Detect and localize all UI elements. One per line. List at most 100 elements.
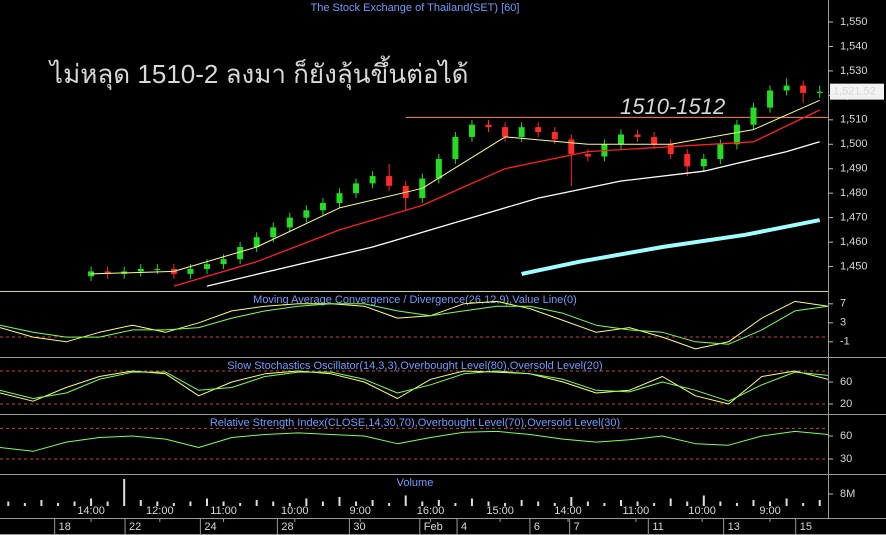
date-tick-label: Feb [424,521,443,533]
volume-bar [388,502,391,506]
series-line [0,430,829,452]
candle-body [502,127,509,137]
x-tick-label: 10:00 [281,505,309,517]
last-price-label: 1,521.52 [833,86,876,98]
y-tick-label: 30 [840,453,852,465]
panel-title: Relative Strength Index(CLOSE,14,30,70),… [210,417,620,429]
candle-body [767,90,774,108]
candle-body [386,176,393,186]
volume-bar [255,499,258,506]
y-tick-label: 1,480 [840,187,868,199]
volume-bar [239,502,242,506]
y-tick-label: 3 [840,317,846,329]
volume-bar [106,501,109,506]
candle-body [518,127,525,137]
y-tick-label: 1,510 [840,114,868,126]
volume-bar [735,502,738,506]
volume-bar [537,501,540,506]
volume-bar [504,502,507,506]
date-tick-label: 18 [59,521,71,533]
candle-body [551,132,558,140]
panel-title: Slow Stochastics Oscillator(14,3,3),Over… [227,360,602,372]
x-tick-label: 11:00 [210,505,237,517]
candle-body [187,268,194,274]
volume-bar [719,501,722,506]
volume-bar [206,498,208,506]
candle-body [319,202,326,211]
candle-body [253,237,260,247]
x-tick-label: 11:00 [623,505,650,517]
candle-body [468,124,475,137]
volume-bar [321,501,324,506]
candle-body [667,144,674,155]
series-line [0,300,829,350]
y-tick-label: 1,540 [840,40,868,52]
candle-body [485,124,492,128]
candle-body [800,85,807,93]
candle-body [816,91,823,93]
x-tick-label: 9:00 [349,505,370,517]
volume-bar [123,478,126,506]
volume-bar [653,502,656,506]
volume-bar [421,501,424,506]
candle-body [220,259,227,265]
date-tick-label: 13 [728,521,740,533]
volume-bar [338,496,341,506]
volume-bar [454,502,457,506]
date-tick-label: 28 [281,521,293,533]
volume-bar [371,499,374,506]
volume-bar [553,502,556,506]
annotation: ไม่หลุด 1510-2 ลงมา ก็ยังลุ้นขึ้นต่อได้ [48,55,469,90]
candle-body [452,136,459,159]
x-tick-label: 15:00 [486,505,514,517]
last-price-box [830,83,884,100]
y-tick-label: -1 [840,336,850,348]
volume-bar [437,499,440,506]
volume-bar [288,502,291,506]
y-tick-label: 1,450 [840,260,868,272]
y-tick-label: 1,460 [840,236,868,248]
y-tick-label: 1,490 [840,163,868,175]
y-tick-label: 1,530 [840,65,868,77]
candle-body [88,271,95,277]
candle-body [435,158,442,179]
volume-bar [7,501,10,506]
volume-bar [802,502,805,506]
y-tick-label: 1,500 [840,138,868,150]
candle-body [204,264,210,269]
y-tick-label: 1,550 [840,16,868,28]
series-line [521,218,821,276]
y-tick-label: 60 [840,376,852,388]
candle-body [336,193,343,203]
x-tick-label: 9:00 [759,505,780,517]
volume-bar [686,501,689,506]
candle-body [104,271,111,274]
volume-bar [818,499,821,506]
volume-bar [636,501,639,506]
volume-bar [272,501,275,506]
series-line [0,370,829,402]
volume-bar [404,495,407,506]
candle-body [618,134,624,145]
volume-bar [769,501,772,506]
candle-body [717,144,724,159]
volume-bar [470,498,473,506]
volume-bar [305,498,308,506]
date-tick-label: 24 [204,521,216,533]
x-tick-label: 14:00 [554,505,582,517]
volume-bar [40,499,43,506]
candle-body [651,136,658,145]
date-tick-label: 4 [461,521,467,533]
series-line [173,109,820,287]
candle-body [154,268,161,270]
volume-bar [586,501,589,506]
series-line [91,99,820,275]
panel-title: Moving Average Convergence / Divergence(… [253,294,577,306]
candle-body [353,183,360,194]
date-tick-label: 6 [534,521,540,533]
volume-bar [520,499,523,506]
candle-body [237,246,244,260]
candle-body [584,154,591,157]
